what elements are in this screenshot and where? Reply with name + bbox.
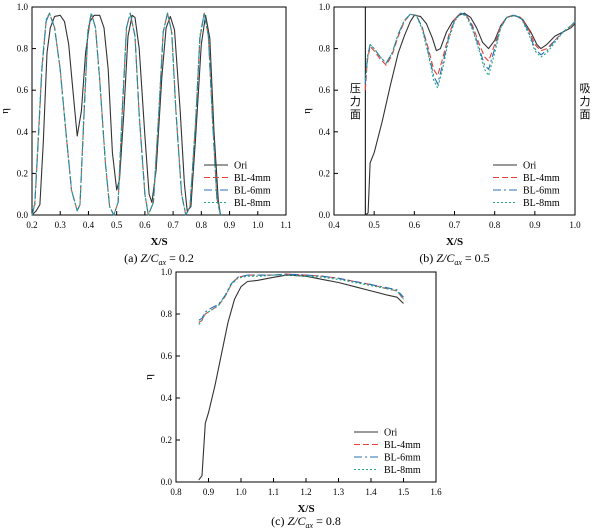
panel-caption: (a) Z/Cax = 0.2 [124,251,194,267]
legend-label: BL-4mm [523,173,560,184]
x-tick-label: 0.9 [529,220,541,230]
series-line-bl-8mm [198,274,404,325]
x-axis-label: X/S [297,503,314,515]
y-tick-label: 0.6 [319,85,331,95]
caption-value: = 0.8 [313,514,341,528]
caption-subscript: ax [306,521,314,530]
x-tick-label: 0.6 [139,220,151,230]
x-tick-label: 0.6 [409,220,421,230]
caption-subscript: ax [454,258,462,267]
panel-caption: (c) Z/Cax = 0.8 [271,514,341,530]
y-tick-label: 0.6 [161,351,173,361]
x-tick-label: 0.7 [449,220,461,230]
y-tick-label: 0.0 [319,210,331,220]
legend-label: BL-8mm [523,198,560,209]
y-tick-label: 0.8 [161,309,173,319]
x-tick-label: 1.1 [268,487,279,497]
legend-label: Ori [234,161,248,172]
x-tick-label: 0.9 [224,220,236,230]
x-tick-label: 1.3 [333,487,345,497]
x-tick-label: 1.0 [235,487,247,497]
y-axis-label: η [301,108,313,114]
x-tick-label: 1.0 [252,220,264,230]
pressure-side-label-char: 压 [350,82,361,95]
caption-variable: Z/C [436,251,455,265]
x-tick-label: 1.0 [569,220,581,230]
caption-subscript: ax [159,258,167,267]
legend-label: BL-4mm [234,173,271,184]
legend-label: Ori [384,428,398,439]
legend-label: BL-8mm [234,198,271,209]
series-line-ori [364,12,576,216]
y-tick-label: 0.0 [17,210,29,220]
x-tick-label: 0.5 [111,220,123,230]
x-tick-label: 1.1 [280,220,291,230]
x-tick-label: 0.4 [328,220,340,230]
x-tick-label: 0.7 [167,220,179,230]
x-tick-label: 0.8 [196,220,208,230]
suction-side-label-char: 吸 [580,83,591,95]
y-tick-label: 0.6 [17,85,29,95]
y-tick-label: 0.4 [319,127,331,137]
y-tick-label: 1.0 [161,267,173,277]
y-tick-label: 0.4 [161,393,173,403]
legend-label: BL-6mm [234,186,271,197]
series-line-bl-8mm [364,12,576,89]
x-tick-label: 1.4 [365,487,377,497]
legend-label: BL-6mm [523,186,560,197]
caption-variable: Z/C [140,251,159,265]
series-line-ori [31,14,222,216]
pressure-side-label-char: 力 [350,95,361,108]
panel-caption: (b) Z/Cax = 0.5 [419,251,489,267]
legend-label: BL-4mm [384,440,421,451]
pressure-side-label-char: 面 [350,109,361,121]
y-tick-label: 0.4 [17,127,29,137]
caption-value: = 0.2 [166,251,194,265]
suction-side-label-char: 面 [580,109,591,121]
caption-prefix: (c) [271,514,287,528]
y-tick-label: 0.0 [161,477,173,487]
x-tick-label: 0.3 [55,220,67,230]
x-tick-label: 1.5 [398,487,410,497]
legend-label: BL-8mm [384,465,421,476]
series-line-ori [198,274,404,481]
caption-value: = 0.5 [462,251,490,265]
x-tick-label: 0.8 [489,220,501,230]
y-tick-label: 0.2 [161,435,172,445]
x-axis-label: X/S [446,236,463,248]
y-tick-label: 0.2 [319,168,330,178]
y-tick-label: 1.0 [319,2,331,12]
series-line-bl-4mm [31,12,222,216]
plot-frame [31,6,287,216]
y-tick-label: 0.8 [17,44,29,54]
legend-label: Ori [523,161,537,172]
series-line-bl-6mm [198,273,404,321]
caption-prefix: (a) [124,251,140,265]
x-tick-label: 0.2 [26,220,37,230]
panel-a: 0.2 0.3 0.4 0.5 0.6 0.7 0.8 0.9 1.0 1.10.00.20.40… [0,2,292,267]
legend-label: BL-6mm [384,453,421,464]
caption-prefix: (b) [419,251,436,265]
suction-side-label-char: 力 [580,95,591,108]
caption-variable: Z/C [287,514,306,528]
panel-b: 0.4 0.5 0.6 0.7 0.8 0.9 1.0 0.0 0.2 0.4 0.6 0.8 1.0 X… [301,2,591,267]
y-axis-label: η [143,374,155,380]
x-tick-label: 1.2 [300,487,311,497]
x-tick-label: 1.6 [430,487,442,497]
x-tick-label: 0.5 [369,220,381,230]
x-tick-label: 0.9 [203,487,215,497]
y-tick-label: 1.0 [17,2,29,12]
y-axis-label: η [0,108,11,114]
x-tick-label: 0.8 [170,487,182,497]
x-tick-label: 0.4 [83,220,95,230]
panel-c: 0.8 0.9 1.0 1.1 1.2 1.3 1.4 1.5 1.6 0.0 0.2 0.4 0.6 0… [143,267,442,530]
y-tick-label: 0.2 [17,168,28,178]
x-axis-label: X/S [150,236,167,248]
y-tick-label: 0.8 [319,44,331,54]
